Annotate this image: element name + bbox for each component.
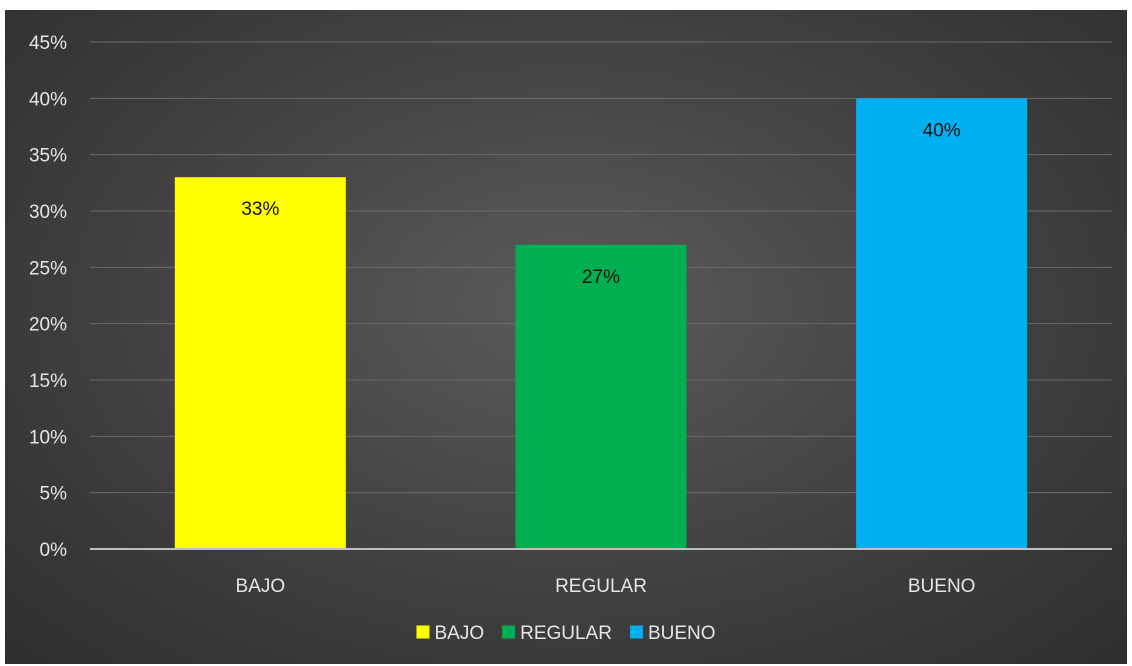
legend-label: REGULAR [520,623,612,644]
data-label: 27% [582,267,620,288]
legend-label: BAJO [434,623,484,644]
y-tick-label: 5% [40,484,68,505]
legend-label: BUENO [648,623,716,644]
y-tick-label: 40% [29,89,67,110]
y-tick-label: 35% [29,146,67,167]
y-tick-label: 30% [29,202,67,223]
x-tick-label: REGULAR [555,576,647,597]
bar-chart: 0% 5% 10% 15% 20% 25% 30% 35% 40% 45% 33% BAJO 27% RE… [29,33,1112,644]
y-tick-label: 20% [29,315,67,336]
y-tick-label: 10% [29,427,67,448]
bar-regular [515,244,687,550]
y-tick-label: 45% [29,33,67,54]
y-tick-label: 0% [40,540,68,561]
bar-bajo [174,177,346,549]
data-label: 40% [923,120,961,141]
legend-swatch-regular [502,625,516,639]
data-label: 33% [241,199,279,220]
x-tick-label: BUENO [908,576,976,597]
legend-swatch-bueno [629,625,643,639]
y-tick-label: 25% [29,258,67,279]
legend-swatch-bajo [416,625,430,639]
bar-bueno [856,98,1028,549]
chart-area: 0% 5% 10% 15% 20% 25% 30% 35% 40% 45% 33% BAJO 27% RE… [5,10,1127,664]
x-tick-label: BAJO [236,576,286,597]
y-tick-label: 15% [29,371,67,392]
